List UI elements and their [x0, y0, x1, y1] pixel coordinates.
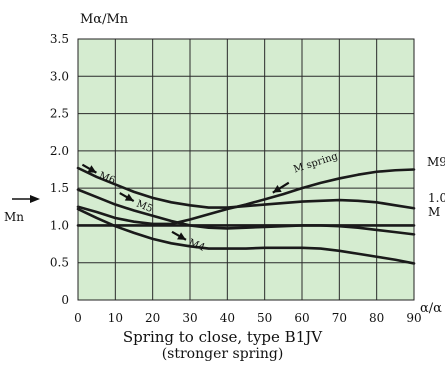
annotation-arrow-m4-head — [177, 232, 186, 240]
x-tick-label: 40 — [220, 311, 235, 325]
y-tick-label: 3.5 — [50, 32, 69, 46]
caption-subtitle: (stronger spring) — [161, 346, 284, 362]
series-line-m4 — [76, 207, 416, 265]
series-line-m6 — [76, 166, 416, 210]
y-tick-label: 1.0 — [50, 218, 69, 232]
caption-title: Spring to close, type B1JV — [122, 328, 323, 346]
annotation-arrow-mspring-head — [272, 185, 282, 193]
annotation-arrows — [81, 163, 290, 241]
x-tick-label: 60 — [294, 311, 309, 325]
series-line-m5 — [76, 188, 416, 236]
y-tick-label: 3.0 — [50, 69, 69, 83]
x-tick-label: 20 — [145, 311, 160, 325]
x-axis-label: α/α — [420, 301, 442, 316]
x-tick-label: 30 — [182, 311, 197, 325]
x-tick-label: 0 — [74, 311, 82, 325]
plot-area — [78, 39, 414, 300]
x-tick-label: 50 — [257, 311, 272, 325]
svg-text:Mα/Mn: Mα/Mn — [80, 12, 129, 27]
annotation-arrow-m5-head — [124, 193, 134, 202]
x-tick-label: 80 — [369, 311, 384, 325]
right-label-m90: M90 — [427, 155, 445, 169]
y-tick-label: 1.5 — [50, 181, 69, 195]
x-tick-label: 10 — [108, 311, 123, 325]
y-tick-label: 0 — [61, 293, 69, 307]
right-label-ratio: 1.0 — [428, 191, 445, 205]
plot-frame — [77, 38, 415, 301]
x-tick-label: 70 — [332, 311, 347, 325]
y-tick-label: 2.5 — [50, 107, 69, 121]
right-label-mn: M — [428, 205, 440, 219]
x-tick-labels: 0 10 20 30 40 50 60 70 80 90 — [74, 311, 421, 325]
series-line-m-spring — [76, 168, 416, 226]
y-tick-label: 2.0 — [50, 144, 69, 158]
annotation-arrow-m6-head — [87, 165, 97, 173]
y-axis-label: Mα/Mn — [80, 12, 129, 27]
y-tick-labels: 0 0.5 1.0 1.5 2.0 2.5 3.0 3.5 — [50, 32, 69, 307]
mn-marker: Mn — [4, 195, 40, 224]
series-lines — [76, 166, 416, 265]
mn-marker-label: Mn — [4, 210, 24, 224]
x-tick-label: 90 — [406, 311, 421, 325]
y-tick-label: 0.5 — [50, 256, 69, 270]
